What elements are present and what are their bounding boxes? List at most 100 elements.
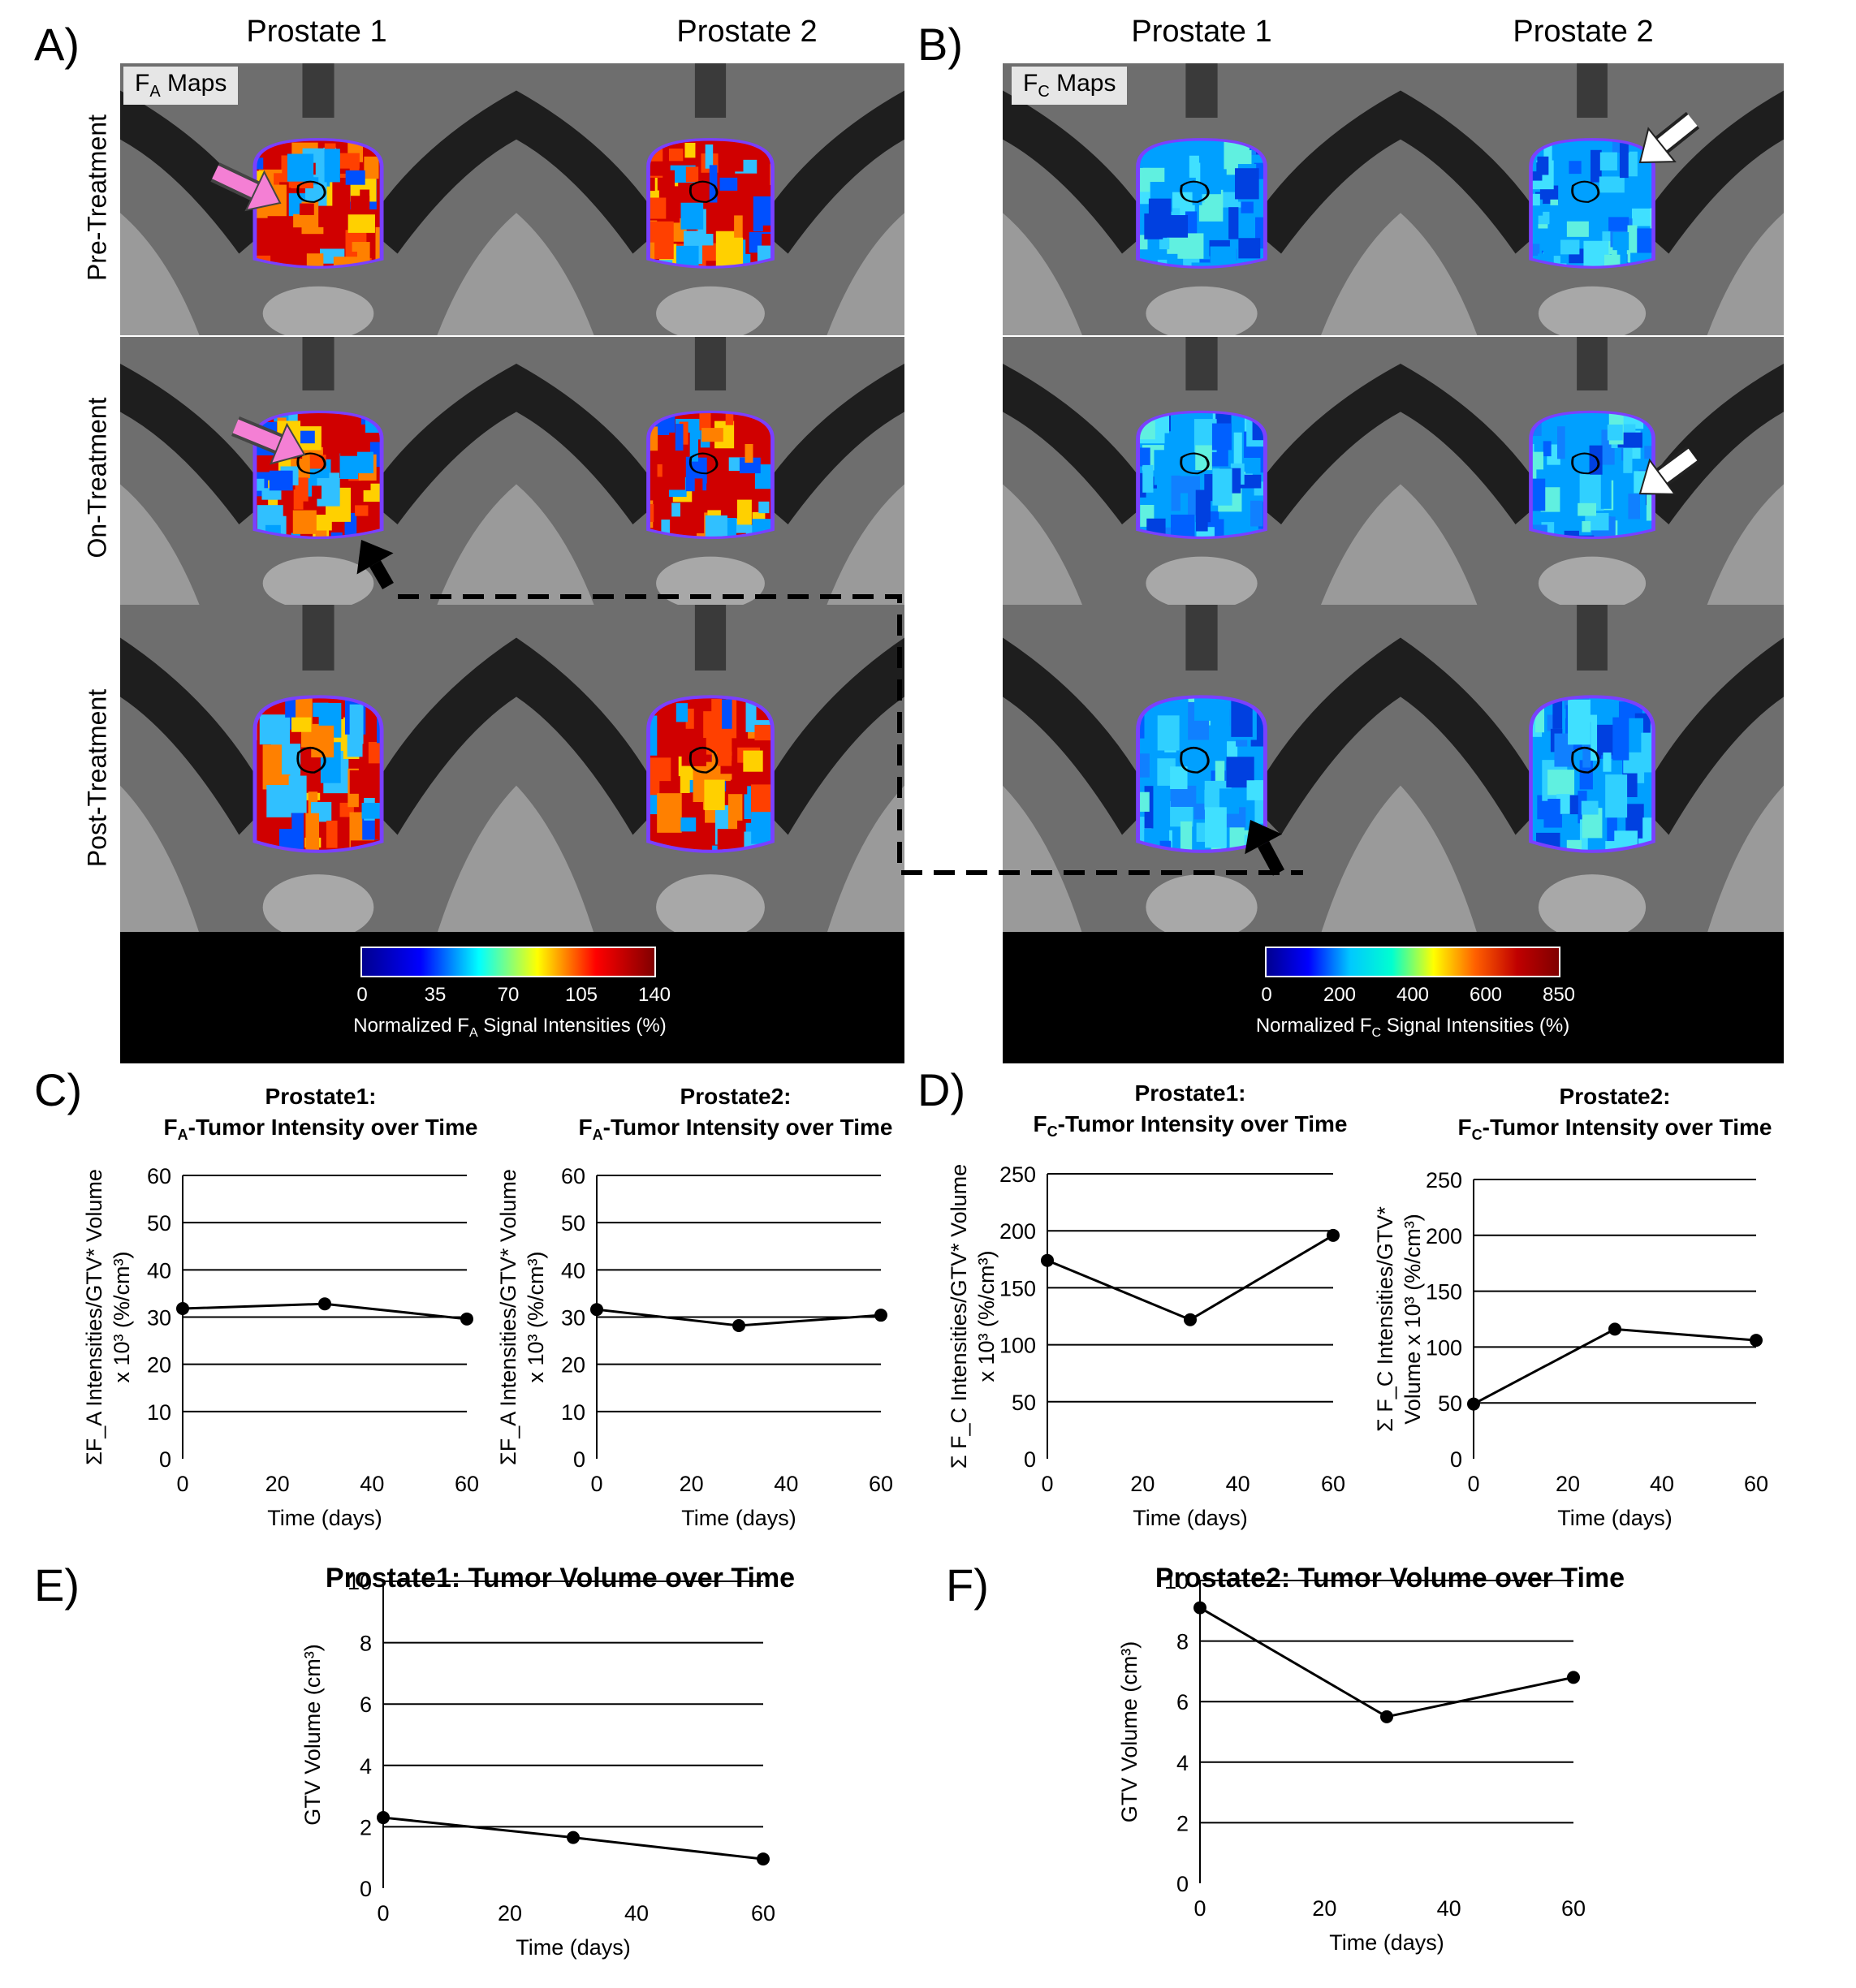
- chart-title-line1: Prostate2:: [680, 1084, 792, 1109]
- panel-label-f: F): [946, 1559, 989, 1611]
- y-tick-label: 10: [347, 1570, 372, 1594]
- chart-title-line1: Prostate1:: [265, 1084, 377, 1109]
- y-tick-label: 30: [147, 1306, 171, 1330]
- chart-D1: Prostate1: FC-Tumor Intensity over Time 0 5…: [947, 1080, 1347, 1530]
- colorbar-b-tick: 200: [1323, 984, 1357, 1006]
- data-point: [1380, 1710, 1393, 1723]
- colorbar-a-tick: 70: [497, 984, 520, 1006]
- mri-b-prostate2-pre: [1401, 63, 1784, 335]
- x-tick-label: 60: [751, 1901, 775, 1925]
- colorbar-b-title: Normalized FC Signal Intensities (%): [1255, 1015, 1570, 1040]
- chart-title-line2: FA-Tumor Intensity over Time: [579, 1115, 893, 1143]
- col-header-b-prostate2: Prostate 2: [1513, 15, 1654, 49]
- y-tick-label: 200: [1426, 1224, 1462, 1248]
- data-point: [590, 1303, 603, 1317]
- colorbar-a-gradient: [360, 947, 656, 977]
- y-tick-label: 40: [147, 1258, 171, 1283]
- colorbar-a-tick: 140: [637, 984, 671, 1006]
- panel-label-b: B): [917, 19, 963, 70]
- data-point: [757, 1852, 770, 1866]
- data-point: [377, 1811, 390, 1825]
- data-point: [1193, 1601, 1206, 1615]
- data-point: [567, 1831, 580, 1844]
- y-tick-label: 0: [1024, 1447, 1036, 1472]
- mri-b-prostate1-pre: [1003, 63, 1401, 335]
- series-line: [1047, 1234, 1334, 1322]
- y-tick-label: 0: [1450, 1447, 1462, 1472]
- x-tick-label: 20: [498, 1901, 522, 1925]
- colorbar-panel-a: 0 35 70 105 140 Normalized FA Signal Int…: [120, 932, 904, 1063]
- x-tick-label: 40: [1226, 1472, 1250, 1496]
- x-tick-label: 60: [1561, 1896, 1586, 1921]
- y-tick-label: 8: [360, 1632, 372, 1656]
- panel-label-d: D): [917, 1064, 966, 1115]
- x-tick-label: 60: [1321, 1472, 1345, 1496]
- y-tick-label: 8: [1176, 1630, 1189, 1654]
- data-point: [176, 1302, 189, 1316]
- x-tick-label: 40: [360, 1472, 384, 1496]
- y-tick-label: 100: [999, 1334, 1036, 1358]
- mri-b-prostate1-post: [1003, 605, 1401, 934]
- mri-a-prostate2-pre: [516, 63, 904, 335]
- y-tick-label: 10: [147, 1400, 171, 1425]
- white-arrow-icon: [1638, 446, 1699, 495]
- chart-title: Prostate1: Tumor Volume over Time: [326, 1563, 795, 1593]
- y-tick-label: 10: [1164, 1569, 1189, 1593]
- y-tick-label: 50: [1438, 1391, 1462, 1416]
- mri-b-prostate2-post: [1401, 605, 1784, 934]
- x-tick-label: 40: [1437, 1896, 1461, 1921]
- col-header-b-prostate1: Prostate 1: [1131, 15, 1272, 49]
- colorbar-panel-b: 0 200 400 600 850 Normalized FC Signal I…: [1003, 932, 1784, 1063]
- mri-a-prostate1-pre: [120, 63, 516, 335]
- y-tick-label: 250: [999, 1162, 1036, 1187]
- y-tick-label: 0: [159, 1447, 171, 1472]
- x-axis-label: Time (days): [1329, 1930, 1444, 1955]
- data-point: [1184, 1313, 1197, 1326]
- y-axis-label: ΣF_A Intensities/GTV* Volume: [496, 1169, 520, 1465]
- x-axis-label: Time (days): [1557, 1506, 1673, 1530]
- y-tick-label: 20: [147, 1353, 171, 1378]
- fa-maps-badge: FA Maps: [123, 67, 239, 105]
- colorbar-b-tick: 850: [1542, 984, 1576, 1006]
- colorbar-a-tick: 105: [564, 984, 598, 1006]
- y-axis-label-line2: x 10³ (%/cm³): [110, 1252, 134, 1383]
- y-tick-label: 60: [561, 1164, 585, 1188]
- colorbar-b-tick: 400: [1396, 984, 1430, 1006]
- y-tick-label: 50: [147, 1211, 171, 1235]
- chart-title-line1: Prostate1:: [1135, 1080, 1246, 1106]
- y-axis-label: ΣF_A Intensities/GTV* Volume: [82, 1169, 106, 1465]
- white-arrow-icon: [1638, 111, 1700, 164]
- data-point: [1567, 1671, 1580, 1684]
- data-point: [1041, 1253, 1054, 1267]
- panel-label-e: E): [34, 1559, 80, 1611]
- x-tick-label: 0: [1193, 1896, 1206, 1921]
- chart-E: Prostate1: Tumor Volume over Time 0 2 4 6 8 10…: [300, 1563, 795, 1960]
- y-tick-label: 250: [1426, 1168, 1462, 1192]
- mri-b-prostate2-on: [1401, 337, 1784, 605]
- y-tick-label: 0: [573, 1447, 585, 1472]
- chart-F: Prostate2: Tumor Volume over Time 0 2 4 6 8 10…: [1117, 1563, 1625, 1955]
- y-tick-label: 30: [561, 1306, 585, 1330]
- mri-a-prostate1-on: [120, 337, 516, 605]
- data-point: [874, 1309, 887, 1322]
- colorbar-b-gradient: [1265, 947, 1560, 977]
- series-line: [1473, 1327, 1757, 1405]
- x-tick-label: 40: [624, 1901, 649, 1925]
- y-tick-label: 4: [1176, 1751, 1189, 1775]
- y-axis-label-line2: x 10³ (%/cm³): [974, 1251, 999, 1382]
- chart-C2: Prostate2: FA-Tumor Intensity over Time 0 1…: [496, 1084, 893, 1530]
- x-tick-label: 0: [176, 1472, 188, 1496]
- y-tick-label: 150: [1426, 1280, 1462, 1304]
- dashed-connector: [398, 594, 1303, 875]
- mri-a-prostate2-post: [516, 605, 904, 934]
- y-tick-label: 200: [999, 1219, 1036, 1244]
- x-axis-label: Time (days): [516, 1935, 631, 1960]
- data-point: [1467, 1397, 1480, 1411]
- x-tick-label: 60: [869, 1472, 893, 1496]
- x-tick-label: 20: [1312, 1896, 1336, 1921]
- y-tick-label: 20: [561, 1353, 585, 1378]
- y-tick-label: 40: [561, 1258, 585, 1283]
- y-tick-label: 2: [1176, 1811, 1189, 1835]
- y-axis-label: Σ F_C Intensities/GTV*: [1373, 1206, 1397, 1432]
- panel-label-a: A): [34, 19, 80, 70]
